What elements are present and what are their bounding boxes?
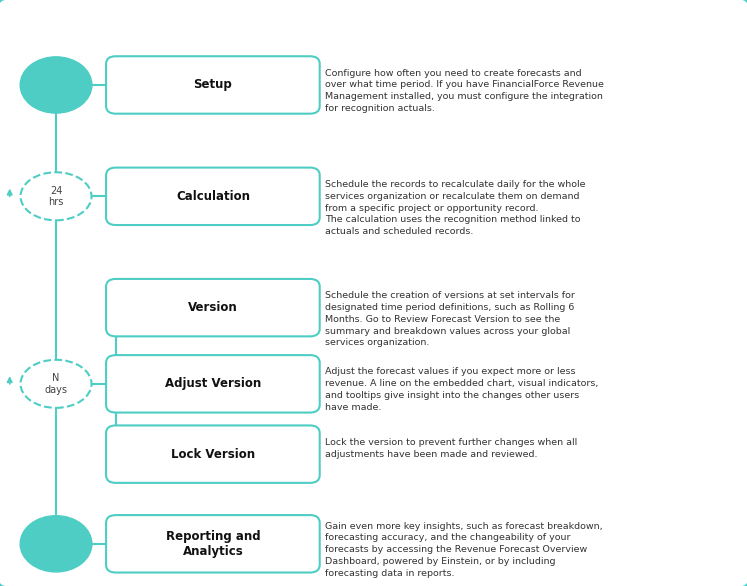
Text: N
days: N days	[45, 373, 67, 394]
Circle shape	[20, 57, 92, 113]
Text: Version: Version	[188, 301, 238, 314]
Text: Schedule the creation of versions at set intervals for
designated time period de: Schedule the creation of versions at set…	[325, 291, 575, 347]
Text: Adjust the forecast values if you expect more or less
revenue. A line on the emb: Adjust the forecast values if you expect…	[325, 367, 598, 412]
Circle shape	[20, 516, 92, 572]
Text: Reporting and
Analytics: Reporting and Analytics	[166, 530, 260, 558]
Text: Calculation: Calculation	[176, 190, 250, 203]
FancyBboxPatch shape	[106, 355, 320, 413]
Text: Configure how often you need to create forecasts and
over what time period. If y: Configure how often you need to create f…	[325, 69, 604, 113]
Text: Lock Version: Lock Version	[171, 448, 255, 461]
FancyBboxPatch shape	[106, 56, 320, 114]
FancyBboxPatch shape	[106, 168, 320, 225]
Text: Gain even more key insights, such as forecast breakdown,
forecasting accuracy, a: Gain even more key insights, such as for…	[325, 522, 603, 578]
Ellipse shape	[20, 172, 91, 220]
FancyBboxPatch shape	[106, 425, 320, 483]
Text: 24
hrs: 24 hrs	[49, 186, 63, 207]
FancyBboxPatch shape	[106, 515, 320, 573]
Text: Lock the version to prevent further changes when all
adjustments have been made : Lock the version to prevent further chan…	[325, 438, 577, 458]
Text: Adjust Version: Adjust Version	[165, 377, 261, 390]
Text: Setup: Setup	[193, 79, 232, 91]
Text: Schedule the records to recalculate daily for the whole
services organization or: Schedule the records to recalculate dail…	[325, 180, 586, 236]
Ellipse shape	[20, 360, 91, 408]
FancyBboxPatch shape	[106, 279, 320, 336]
